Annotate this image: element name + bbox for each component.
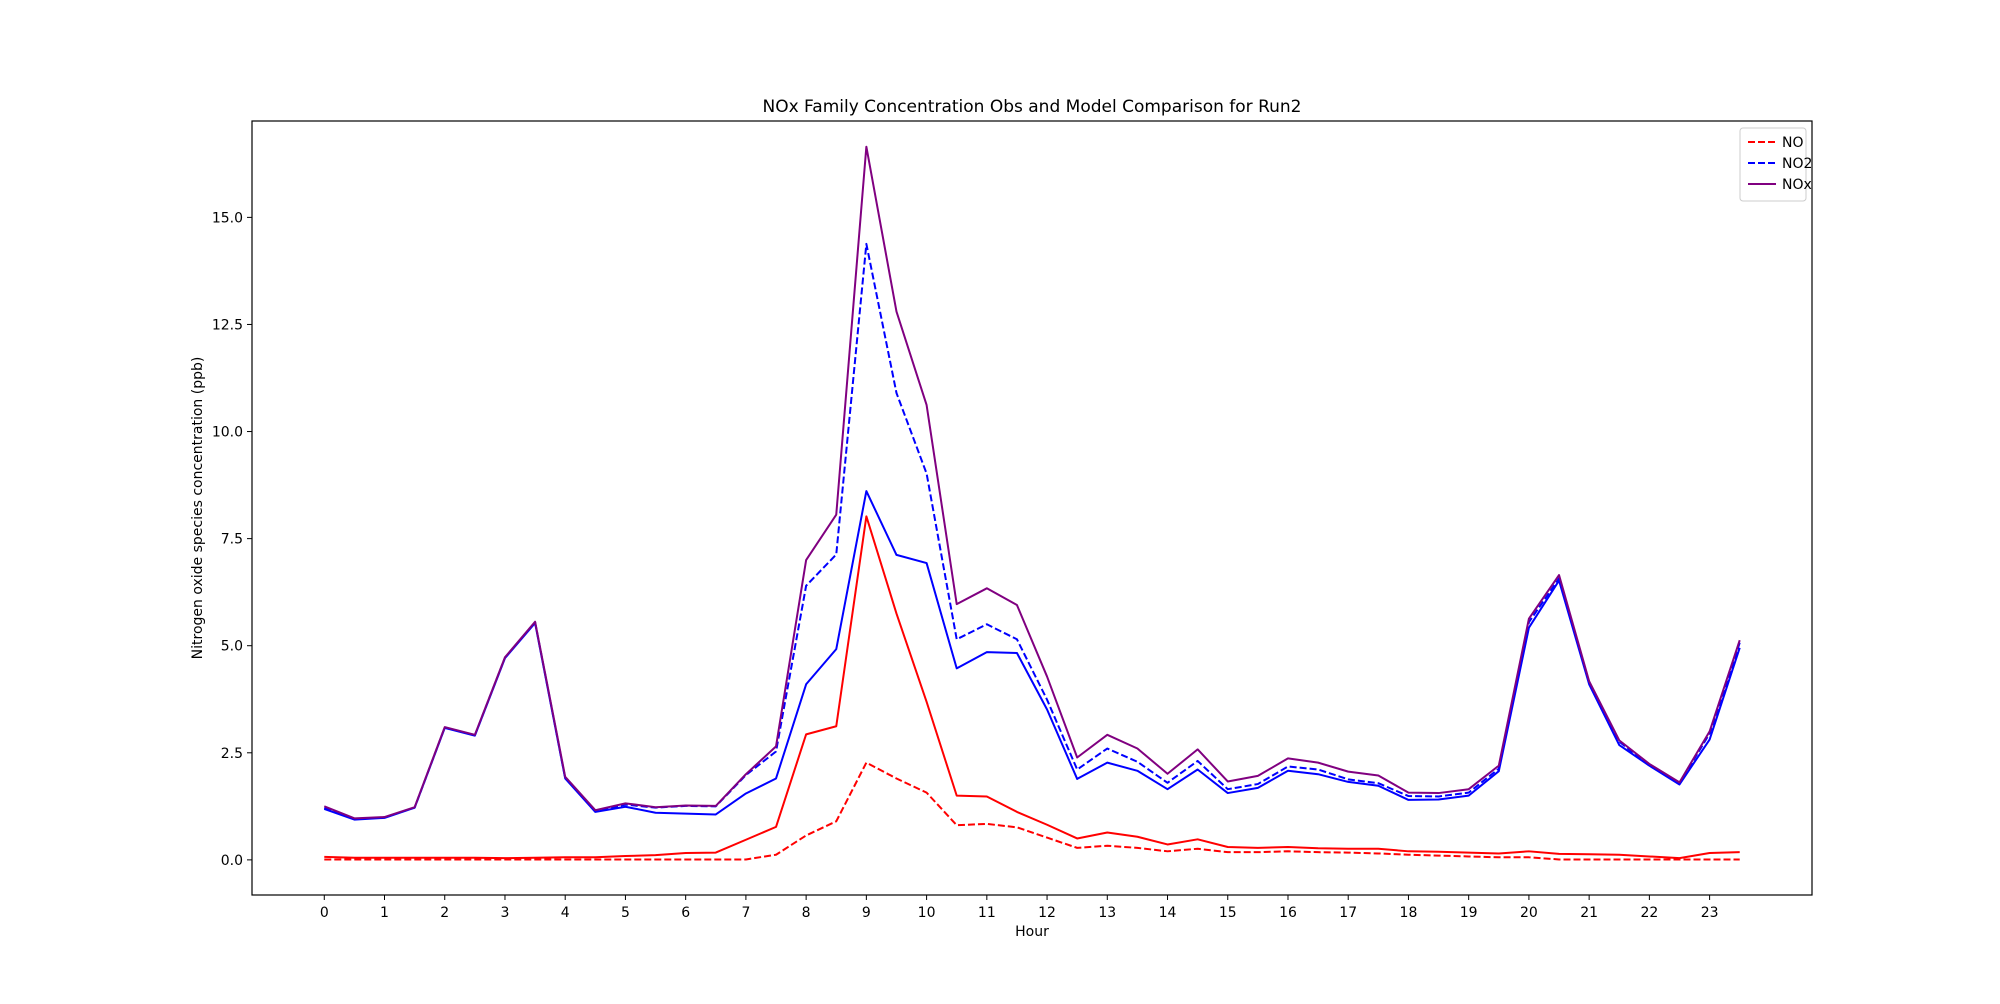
y-tick-label: 15.0 bbox=[212, 210, 243, 226]
x-axis-label: Hour bbox=[1015, 924, 1049, 940]
x-tick-label: 22 bbox=[1640, 905, 1658, 921]
legend-label: NO bbox=[1782, 135, 1804, 151]
y-tick-label: 0.0 bbox=[221, 853, 243, 869]
x-tick-label: 2 bbox=[440, 905, 449, 921]
x-tick-label: 0 bbox=[320, 905, 329, 921]
x-tick-label: 6 bbox=[681, 905, 690, 921]
x-tick-label: 7 bbox=[741, 905, 750, 921]
legend-box bbox=[1739, 127, 1807, 202]
y-tick-label: 7.5 bbox=[221, 532, 243, 548]
x-tick-label: 18 bbox=[1400, 905, 1418, 921]
x-tick-label: 9 bbox=[862, 905, 871, 921]
series-layer bbox=[323, 145, 1741, 861]
series-line-nox-solid bbox=[323, 145, 1741, 820]
x-tick-label: 14 bbox=[1159, 905, 1177, 921]
y-axis-label: Nitrogen oxide species concentration (pp… bbox=[190, 357, 206, 660]
x-tick-label: 21 bbox=[1580, 905, 1598, 921]
x-tick-label: 13 bbox=[1098, 905, 1116, 921]
x-tick-label: 11 bbox=[978, 905, 996, 921]
x-tick-label: 4 bbox=[561, 905, 570, 921]
x-tick-label: 15 bbox=[1219, 905, 1237, 921]
x-tick-label: 1 bbox=[380, 905, 389, 921]
x-tick-label: 16 bbox=[1279, 905, 1297, 921]
x-tick-label: 23 bbox=[1701, 905, 1719, 921]
x-tick-label: 8 bbox=[802, 905, 811, 921]
series-line-no-dashed bbox=[324, 761, 1740, 861]
legend-items: NO NO2 NOx bbox=[1748, 135, 1812, 193]
x-tick-label: 3 bbox=[501, 905, 510, 921]
y-tick-label: 10.0 bbox=[212, 425, 243, 441]
x-tick-label: 19 bbox=[1460, 905, 1478, 921]
legend-label: NOx bbox=[1782, 177, 1812, 193]
y-tick-label: 5.0 bbox=[221, 639, 243, 655]
x-tick-label: 17 bbox=[1339, 905, 1357, 921]
x-tick-label: 20 bbox=[1520, 905, 1538, 921]
legend-label: NO2 bbox=[1782, 156, 1812, 172]
x-axis-ticks: 0 1 2 3 4 5 6 7 8 9 10 11 12 13 14 15 16 17 18 19 20 21 22 23 bbox=[320, 895, 1719, 921]
chart-title: NOx Family Concentration Obs and Model C… bbox=[763, 97, 1302, 117]
y-tick-label: 12.5 bbox=[212, 317, 243, 333]
legend: NO NO2 NOx bbox=[1739, 127, 1812, 202]
series-line-unlabeled-1-solid bbox=[324, 515, 1740, 860]
plot-frame bbox=[251, 120, 1813, 896]
x-tick-label: 10 bbox=[918, 905, 936, 921]
y-tick-label: 2.5 bbox=[221, 746, 243, 762]
x-tick-label: 12 bbox=[1038, 905, 1056, 921]
y-axis-ticks: 0.0 2.5 5.0 7.5 10.0 12.5 15.0 bbox=[212, 210, 252, 869]
x-tick-label: 5 bbox=[621, 905, 630, 921]
